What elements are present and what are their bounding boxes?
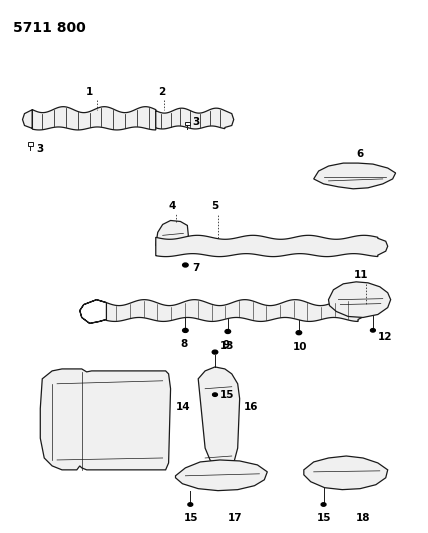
Text: 5: 5 <box>211 200 218 211</box>
Text: 12: 12 <box>378 332 392 342</box>
Polygon shape <box>40 369 171 470</box>
Text: 10: 10 <box>293 342 307 352</box>
Text: 15: 15 <box>184 513 198 523</box>
Ellipse shape <box>321 503 326 506</box>
Text: 5711 800: 5711 800 <box>13 21 86 35</box>
Ellipse shape <box>296 330 302 335</box>
Polygon shape <box>314 163 395 189</box>
Text: 4: 4 <box>169 200 176 211</box>
Text: 1: 1 <box>86 87 93 97</box>
Ellipse shape <box>188 503 193 506</box>
Ellipse shape <box>212 350 218 354</box>
Text: 7: 7 <box>192 263 199 273</box>
Ellipse shape <box>225 329 231 334</box>
Polygon shape <box>80 300 368 324</box>
Text: 6: 6 <box>356 149 363 159</box>
Text: 8: 8 <box>181 340 188 349</box>
Polygon shape <box>198 367 240 470</box>
Text: 14: 14 <box>175 401 190 411</box>
Polygon shape <box>175 460 268 491</box>
Text: 9: 9 <box>223 341 230 350</box>
Ellipse shape <box>371 329 375 332</box>
Text: 16: 16 <box>244 401 258 411</box>
Text: 2: 2 <box>158 87 165 97</box>
Ellipse shape <box>213 393 217 397</box>
Text: 13: 13 <box>220 341 235 351</box>
Polygon shape <box>329 282 391 318</box>
Bar <box>185 122 190 125</box>
Text: 15: 15 <box>317 513 331 523</box>
Ellipse shape <box>183 263 188 267</box>
Polygon shape <box>156 236 388 256</box>
Polygon shape <box>304 456 388 490</box>
Polygon shape <box>156 221 188 249</box>
Ellipse shape <box>183 328 188 333</box>
Bar <box>28 142 33 146</box>
Text: 11: 11 <box>354 270 369 280</box>
Polygon shape <box>156 108 234 129</box>
Text: 3: 3 <box>36 144 44 154</box>
Text: 15: 15 <box>220 390 235 400</box>
Text: 18: 18 <box>356 513 371 523</box>
Polygon shape <box>23 107 156 130</box>
Text: 3: 3 <box>192 117 199 126</box>
Text: 17: 17 <box>228 513 242 523</box>
